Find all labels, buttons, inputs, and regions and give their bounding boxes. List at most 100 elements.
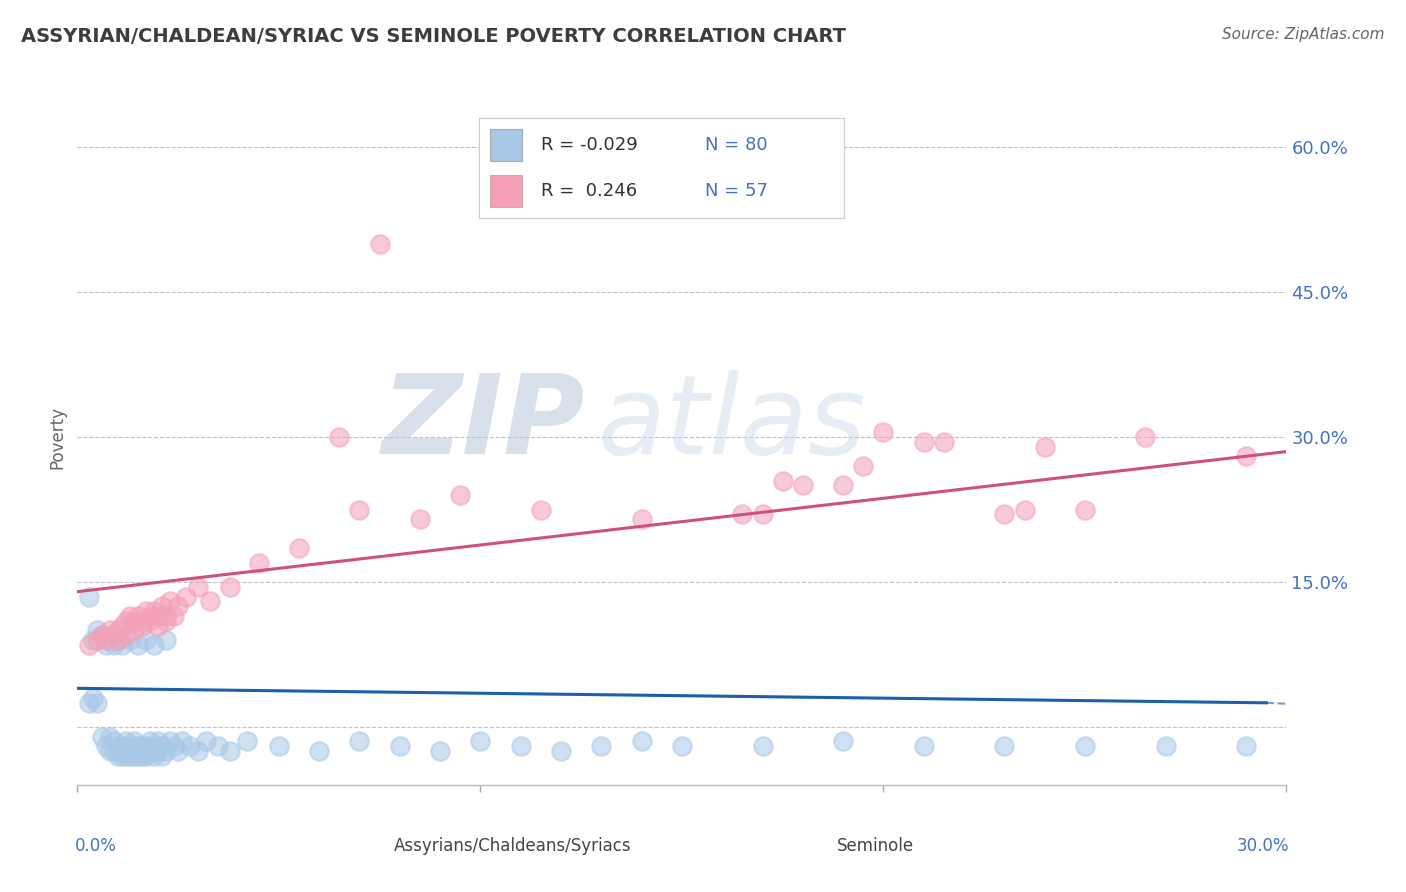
Point: [131, 614, 153, 628]
Point: [912, 739, 935, 754]
Point: [142, 749, 165, 764]
Text: ASSYRIAN/CHALDEAN/SYRIAC VS SEMINOLE POVERTY CORRELATION CHART: ASSYRIAN/CHALDEAN/SYRIAC VS SEMINOLE POV…: [21, 27, 846, 45]
Point: [98, 744, 121, 758]
Text: 0.0%: 0.0%: [75, 837, 117, 855]
Point: [127, 744, 149, 758]
Point: [207, 739, 229, 754]
Point: [288, 541, 311, 556]
Point: [388, 739, 411, 754]
Point: [591, 739, 613, 754]
Text: R = -0.029: R = -0.029: [541, 136, 637, 153]
Point: [142, 739, 165, 754]
Point: [751, 508, 773, 522]
Point: [107, 739, 129, 754]
Point: [86, 633, 108, 648]
Point: [1154, 739, 1177, 754]
Point: [94, 633, 117, 648]
Point: [200, 594, 222, 608]
Point: [146, 744, 169, 758]
FancyBboxPatch shape: [489, 175, 523, 207]
Point: [1033, 440, 1056, 454]
Point: [111, 749, 134, 764]
Point: [1074, 502, 1097, 516]
Text: N = 57: N = 57: [704, 182, 768, 200]
Point: [139, 614, 162, 628]
Point: [114, 744, 136, 758]
Point: [135, 633, 157, 648]
Point: [111, 638, 134, 652]
Point: [993, 739, 1015, 754]
Point: [131, 618, 153, 632]
Point: [409, 512, 432, 526]
Point: [79, 696, 101, 710]
Point: [932, 434, 955, 449]
Point: [103, 638, 125, 652]
Point: [731, 508, 754, 522]
Point: [139, 608, 162, 623]
Point: [163, 739, 186, 754]
Point: [146, 618, 169, 632]
Point: [167, 744, 190, 758]
Point: [671, 739, 693, 754]
Point: [247, 556, 270, 570]
Point: [118, 633, 141, 648]
Point: [79, 638, 101, 652]
Point: [1074, 739, 1097, 754]
Y-axis label: Poverty: Poverty: [48, 406, 66, 468]
Point: [114, 749, 136, 764]
Point: [146, 734, 169, 748]
Point: [1234, 450, 1257, 464]
Point: [86, 696, 108, 710]
Point: [150, 599, 173, 614]
Point: [832, 478, 855, 492]
Point: [267, 739, 290, 754]
Point: [235, 734, 257, 748]
Point: [174, 590, 197, 604]
Point: [470, 734, 492, 748]
Text: ZIP: ZIP: [381, 369, 585, 476]
Point: [135, 749, 157, 764]
Point: [98, 624, 121, 638]
Point: [122, 614, 145, 628]
Point: [167, 599, 190, 614]
Point: [187, 580, 209, 594]
Point: [349, 502, 371, 516]
Point: [127, 638, 149, 652]
Point: [832, 734, 855, 748]
Point: [993, 508, 1015, 522]
Point: [127, 749, 149, 764]
Point: [155, 744, 177, 758]
Point: [751, 739, 773, 754]
Point: [550, 744, 572, 758]
Point: [79, 590, 101, 604]
Point: [90, 628, 112, 642]
Point: [127, 739, 149, 754]
Point: [118, 739, 141, 754]
Point: [107, 749, 129, 764]
Text: atlas: atlas: [598, 369, 866, 476]
Point: [135, 604, 157, 618]
Point: [131, 749, 153, 764]
Point: [509, 739, 531, 754]
Text: 30.0%: 30.0%: [1236, 837, 1289, 855]
Point: [82, 690, 104, 705]
Point: [163, 608, 186, 623]
Point: [107, 633, 129, 648]
Point: [142, 638, 165, 652]
Point: [90, 628, 112, 642]
Text: R =  0.246: R = 0.246: [541, 182, 637, 200]
Point: [107, 624, 129, 638]
Text: Source: ZipAtlas.com: Source: ZipAtlas.com: [1222, 27, 1385, 42]
Point: [159, 594, 181, 608]
Point: [172, 734, 194, 748]
Point: [118, 608, 141, 623]
Point: [155, 633, 177, 648]
Point: [328, 430, 350, 444]
Point: [103, 744, 125, 758]
Point: [146, 608, 169, 623]
Point: [219, 744, 242, 758]
Text: N = 80: N = 80: [704, 136, 768, 153]
Point: [98, 633, 121, 648]
Point: [142, 604, 165, 618]
Point: [792, 478, 814, 492]
